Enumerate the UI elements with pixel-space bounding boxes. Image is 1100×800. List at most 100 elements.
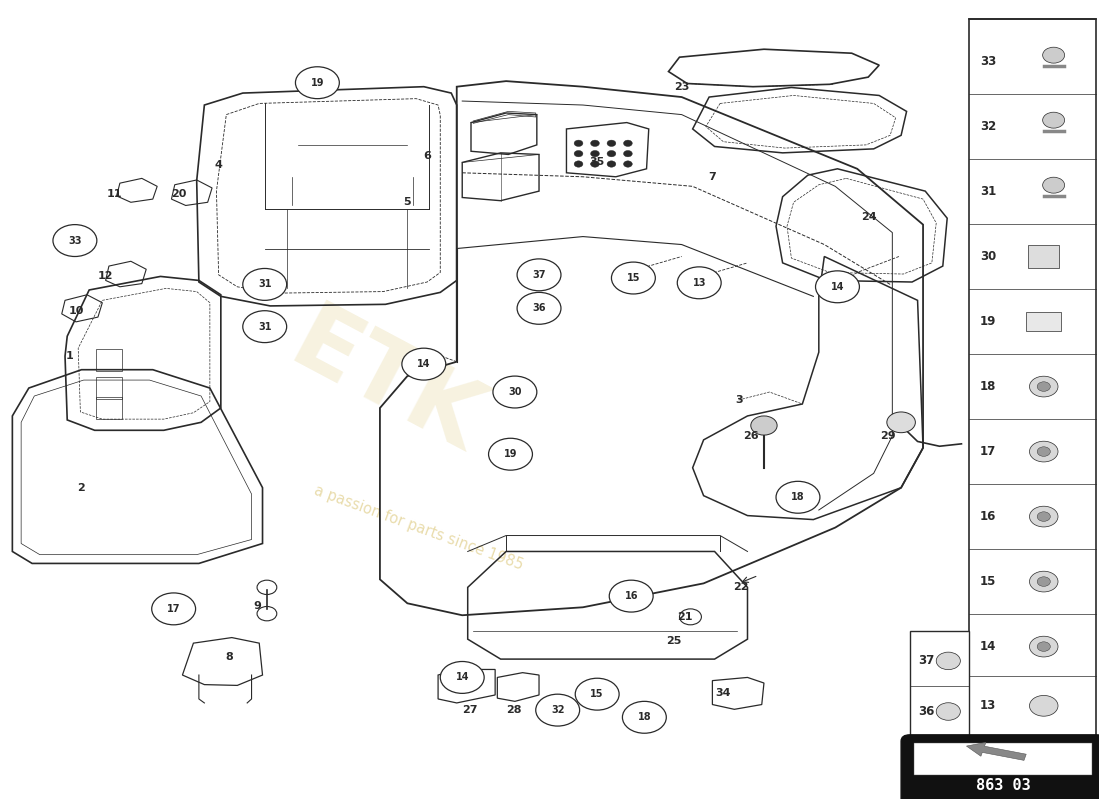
Text: 9: 9 [253, 601, 261, 610]
Circle shape [591, 140, 600, 146]
Circle shape [574, 140, 583, 146]
Circle shape [609, 580, 653, 612]
Circle shape [936, 652, 960, 670]
Circle shape [402, 348, 446, 380]
Text: 11: 11 [107, 190, 122, 199]
Circle shape [1030, 636, 1058, 657]
Text: 37: 37 [532, 270, 546, 280]
Circle shape [1037, 446, 1050, 456]
Circle shape [574, 161, 583, 167]
Text: ETK: ETK [275, 296, 496, 472]
Circle shape [887, 412, 915, 433]
Text: 17: 17 [980, 445, 997, 458]
Circle shape [1037, 382, 1050, 391]
Text: 16: 16 [980, 510, 997, 523]
Text: 7: 7 [708, 172, 716, 182]
Circle shape [623, 702, 667, 734]
Text: 14: 14 [830, 282, 844, 292]
Circle shape [936, 702, 960, 720]
Circle shape [624, 161, 632, 167]
Circle shape [607, 140, 616, 146]
Circle shape [1037, 577, 1050, 586]
Text: 37: 37 [918, 654, 935, 667]
Circle shape [152, 593, 196, 625]
FancyBboxPatch shape [1028, 246, 1059, 268]
Circle shape [1037, 642, 1050, 651]
Text: 14: 14 [417, 359, 430, 369]
Circle shape [815, 271, 859, 302]
Text: 14: 14 [980, 640, 997, 653]
Text: 16: 16 [625, 591, 638, 601]
Text: 15: 15 [980, 575, 997, 588]
Text: a passion for parts since 1985: a passion for parts since 1985 [311, 482, 525, 573]
Text: 33: 33 [68, 235, 81, 246]
Circle shape [493, 376, 537, 408]
Text: 23: 23 [674, 82, 690, 92]
Circle shape [1030, 571, 1058, 592]
Text: 6: 6 [424, 151, 431, 161]
Circle shape [1030, 442, 1058, 462]
Text: 28: 28 [506, 705, 521, 715]
Circle shape [440, 662, 484, 694]
FancyBboxPatch shape [910, 631, 969, 742]
Text: 12: 12 [98, 270, 113, 281]
Circle shape [678, 267, 722, 298]
Circle shape [536, 694, 580, 726]
Circle shape [488, 438, 532, 470]
Circle shape [607, 161, 616, 167]
Text: 22: 22 [734, 582, 749, 592]
Circle shape [1030, 506, 1058, 527]
Text: 863 03: 863 03 [976, 778, 1031, 794]
Text: 36: 36 [918, 705, 935, 718]
Circle shape [575, 678, 619, 710]
Text: 29: 29 [880, 431, 895, 441]
Text: 26: 26 [742, 431, 759, 441]
Text: 8: 8 [226, 652, 233, 662]
Text: 1: 1 [66, 351, 74, 361]
Text: 31: 31 [258, 322, 272, 332]
Text: 36: 36 [532, 303, 546, 314]
Text: 30: 30 [508, 387, 521, 397]
Text: 27: 27 [462, 705, 477, 715]
Circle shape [591, 161, 600, 167]
Circle shape [1037, 512, 1050, 522]
Text: 30: 30 [980, 250, 997, 263]
Text: 15: 15 [591, 689, 604, 699]
Circle shape [243, 310, 287, 342]
Text: 31: 31 [258, 279, 272, 290]
Circle shape [1043, 112, 1065, 128]
Text: 31: 31 [980, 185, 997, 198]
Text: 14: 14 [455, 673, 469, 682]
Text: 15: 15 [627, 273, 640, 283]
Text: 5: 5 [404, 198, 411, 207]
Text: 3: 3 [735, 395, 743, 405]
Circle shape [607, 150, 616, 157]
Text: 13: 13 [693, 278, 706, 288]
Text: 21: 21 [678, 612, 693, 622]
FancyBboxPatch shape [969, 19, 1097, 742]
Text: 17: 17 [167, 604, 180, 614]
Circle shape [612, 262, 656, 294]
Circle shape [776, 482, 820, 514]
Text: 18: 18 [638, 712, 651, 722]
Circle shape [1030, 376, 1058, 397]
Circle shape [751, 416, 777, 435]
Text: 33: 33 [980, 55, 997, 68]
Circle shape [243, 269, 287, 300]
Circle shape [1030, 695, 1058, 716]
Text: 13: 13 [980, 699, 997, 712]
Text: 18: 18 [791, 492, 805, 502]
Circle shape [296, 66, 339, 98]
Text: 19: 19 [310, 78, 324, 88]
Circle shape [1043, 178, 1065, 193]
FancyBboxPatch shape [901, 735, 1100, 800]
Circle shape [624, 140, 632, 146]
Text: 18: 18 [980, 380, 997, 393]
Text: 25: 25 [667, 636, 682, 646]
Text: 35: 35 [590, 158, 605, 167]
Text: 32: 32 [980, 120, 997, 133]
Text: 10: 10 [68, 306, 84, 316]
Text: 2: 2 [78, 482, 86, 493]
Text: 24: 24 [861, 212, 877, 222]
Circle shape [53, 225, 97, 257]
